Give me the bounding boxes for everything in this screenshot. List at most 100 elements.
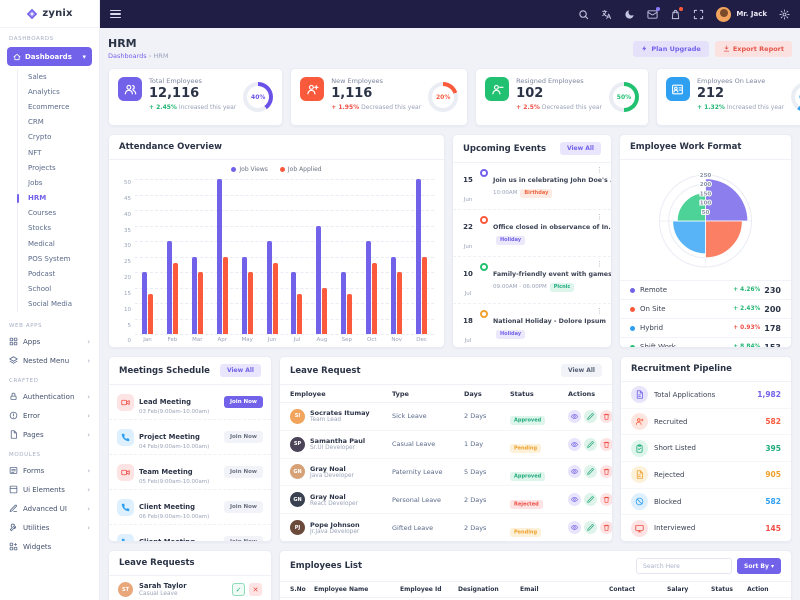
edit-button[interactable] (584, 521, 597, 535)
join-now-button[interactable]: Join Now (223, 501, 263, 513)
plan-upgrade-button[interactable]: Plan Upgrade (633, 40, 709, 57)
edit-button[interactable] (584, 493, 597, 507)
sort-by-button[interactable]: Sort By ▾ (737, 558, 781, 574)
search-input[interactable] (636, 558, 733, 574)
x-axis-tick: Sep (341, 337, 353, 343)
cart-icon[interactable] (670, 6, 684, 20)
sidebar-sub-item[interactable]: Sales (18, 69, 99, 84)
fullscreen-icon[interactable] (693, 9, 704, 20)
meeting-time: 03 Feb(9:00am-10.00am) (139, 409, 210, 415)
sidebar-sub-item[interactable]: School (18, 282, 99, 297)
kebab-menu-icon[interactable]: ⋮ (596, 307, 603, 315)
legend-label: On Site (640, 305, 666, 313)
kebab-menu-icon[interactable]: ⋮ (596, 166, 603, 174)
join-now-button[interactable]: Join Now (223, 431, 263, 443)
employee-name: Pope Johnson (310, 520, 360, 529)
sidebar-sub-item[interactable]: Stocks (18, 221, 99, 236)
sidebar-item[interactable]: Ui Elements › (0, 480, 99, 499)
sidebar-sub-item[interactable]: Courses (18, 206, 99, 221)
sidebar-sub-item[interactable]: Social Media (18, 297, 99, 312)
y-axis-tick: 5 (127, 322, 132, 329)
sidebar-item[interactable]: Apps › (0, 332, 99, 351)
sidebar-sub-item[interactable]: Ecommerce (18, 99, 99, 114)
sidebar-sub-item[interactable]: Analytics (18, 84, 99, 99)
attendance-overview-card: Attendance Overview Job Views Job Applied… (108, 134, 445, 348)
search-icon[interactable] (578, 9, 589, 20)
meetings-title: Meetings Schedule (119, 365, 210, 376)
chevron-right-icon: › (87, 337, 90, 346)
sidebar-sub-item[interactable]: Podcast (18, 266, 99, 281)
event-dot-icon (480, 263, 488, 271)
join-now-button[interactable]: Join Now (223, 466, 263, 478)
sidebar-item[interactable]: Utilities › (0, 518, 99, 537)
sidebar-sub-item[interactable]: Crypto (18, 130, 99, 145)
sidebar-item[interactable]: Authentication › (0, 387, 99, 406)
sidebar-item-dashboards[interactable]: Dashboards ▾ (7, 47, 92, 66)
view-button[interactable] (568, 437, 581, 451)
delete-button[interactable] (600, 493, 612, 507)
kebab-menu-icon[interactable]: ⋮ (596, 213, 603, 221)
reject-button[interactable]: ✕ (249, 583, 262, 596)
view-button[interactable] (568, 521, 581, 535)
view-button[interactable] (568, 409, 581, 423)
sidebar-sub-item[interactable]: Jobs (18, 175, 99, 190)
sidebar-sub-item[interactable]: Projects (18, 160, 99, 175)
stat-card: New Employees 1,116 + 1.95% Decreased th… (290, 68, 469, 126)
edit-button[interactable] (584, 465, 597, 479)
user-menu[interactable]: Mr. Jack (716, 6, 767, 22)
modules-list: Forms › Ui Elements › Advanced UI › (0, 461, 99, 556)
sidebar-sub-item[interactable]: Medical (18, 236, 99, 251)
export-report-button[interactable]: Export Report (714, 40, 792, 57)
sidebar-sub-item[interactable]: CRM (18, 115, 99, 130)
dark-mode-moon-icon[interactable] (624, 9, 635, 20)
messages-icon[interactable] (647, 6, 661, 20)
leave-request-view-all-button[interactable]: View All (560, 364, 602, 377)
sidebar-item-label: Nested Menu (23, 356, 70, 365)
recruitment-pipeline-card: Recruitment Pipeline Total Applications … (620, 356, 792, 542)
sidebar-sub-item[interactable]: NFT (18, 145, 99, 160)
bar-group (334, 179, 359, 334)
sidebar-item[interactable]: Widgets › (0, 537, 99, 556)
kebab-menu-icon[interactable]: ⋮ (596, 260, 603, 268)
stat-progress-label: 20% (432, 86, 455, 108)
leave-type: Sick Leave (392, 412, 427, 421)
sidebar-item[interactable]: Pages › (0, 425, 99, 444)
sidebar-item[interactable]: Forms › (0, 461, 99, 480)
sidebar-item[interactable]: Advanced UI › (0, 499, 99, 518)
edit-button[interactable] (584, 409, 597, 423)
delete-button[interactable] (600, 465, 612, 479)
legend-value: 230 (764, 285, 781, 295)
sidebar-sub-item[interactable]: HRM (17, 191, 99, 206)
join-now-button[interactable]: Join Now (223, 536, 263, 541)
approve-button[interactable]: ✓ (232, 583, 245, 596)
meetings-view-all-button[interactable]: View All (219, 364, 261, 377)
column-header: Type (392, 389, 409, 398)
legend-delta: + 0.93% (733, 325, 761, 331)
breadcrumb-root[interactable]: Dashboards (108, 52, 147, 60)
meeting-name: Team Meeting (139, 468, 193, 476)
view-button[interactable] (568, 493, 581, 507)
sidebar-sub-item[interactable]: POS System (18, 251, 99, 266)
view-button[interactable] (568, 465, 581, 479)
pipeline-icon (631, 466, 648, 484)
stat-value: 102 (516, 86, 544, 101)
sidebar-item[interactable]: Error › (0, 406, 99, 425)
join-now-button[interactable]: Join Now (223, 396, 263, 408)
avatar: GN (290, 492, 305, 508)
stat-icon (665, 77, 690, 101)
pipeline-label: Recruited (654, 417, 688, 426)
pipeline-item: Rejected 905 (621, 462, 791, 489)
legend-delta: + 2.43% (733, 306, 761, 312)
meeting-name: Lead Meeting (139, 398, 192, 406)
event-badge: Birthday (520, 188, 553, 198)
delete-button[interactable] (600, 437, 612, 451)
events-view-all-button[interactable]: View All (559, 142, 601, 155)
language-icon[interactable] (601, 9, 612, 20)
settings-gear-icon[interactable] (779, 9, 790, 20)
edit-button[interactable] (584, 437, 597, 451)
menu-toggle-icon[interactable] (110, 8, 121, 20)
delete-button[interactable] (600, 409, 612, 423)
sidebar-item[interactable]: Nested Menu › (0, 351, 99, 370)
delete-button[interactable] (600, 521, 612, 535)
brand[interactable]: zynix (0, 0, 99, 28)
